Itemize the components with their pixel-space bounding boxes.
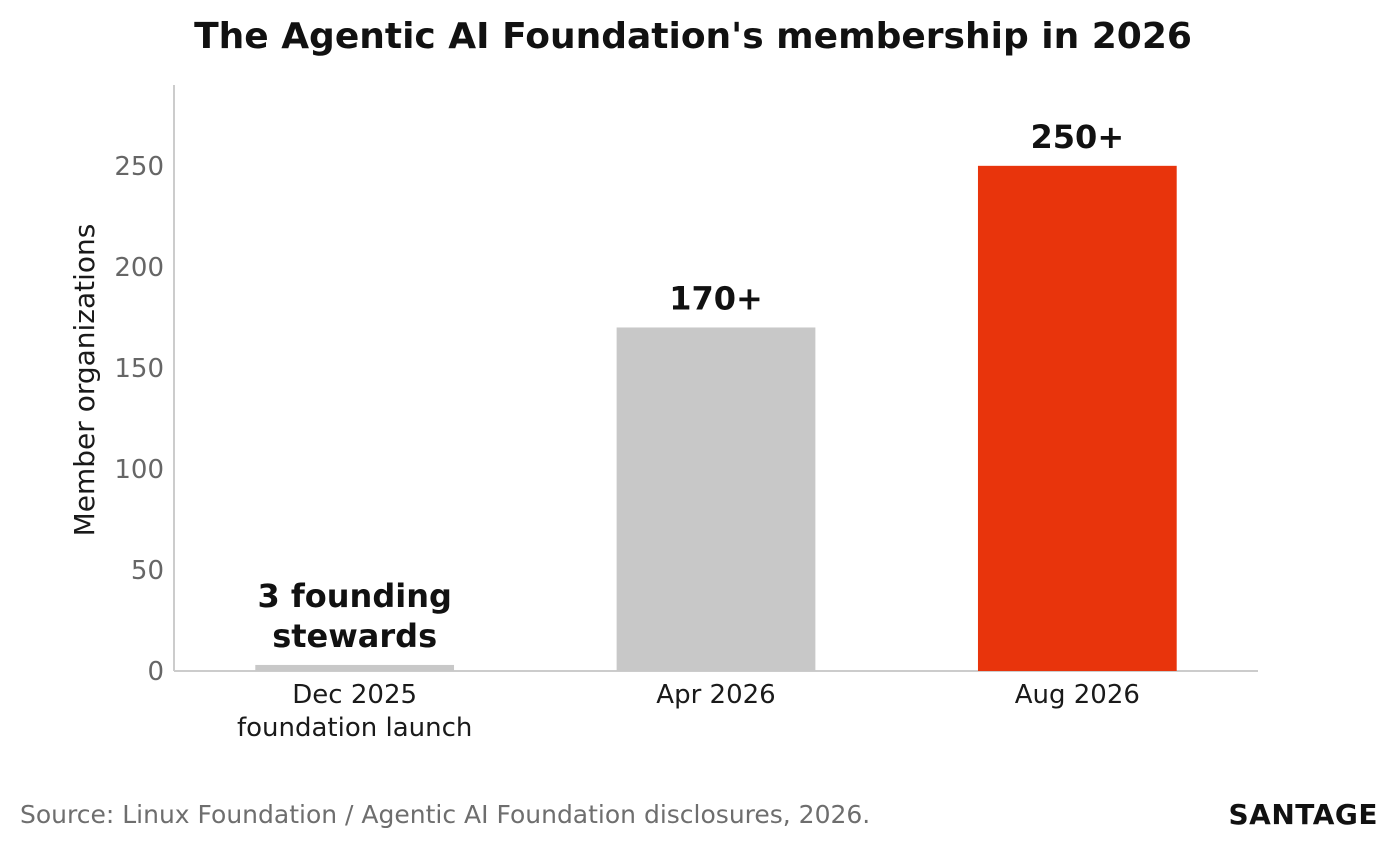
data-label-line: 250+ [1031, 118, 1125, 156]
x-tick-label-line: Aug 2026 [1015, 680, 1140, 710]
data-labels: 3 founding stewards 170+ 250+ [257, 118, 1124, 655]
bars [255, 165, 1177, 672]
y-axis-ticks: 0 50 100 150 200 250 [114, 152, 164, 687]
brand-logo-text: SANTAGE [1228, 798, 1378, 831]
y-tick-label: 250 [114, 152, 164, 182]
x-tick-label-line: foundation launch [237, 713, 472, 743]
x-axis-ticks: Dec 2025 foundation launch Apr 2026 Aug 202… [237, 680, 1140, 743]
y-tick-label: 50 [131, 556, 164, 586]
bar [977, 165, 1177, 672]
bar [255, 664, 455, 671]
data-label: 250+ [1031, 118, 1125, 156]
chart-title: The Agentic AI Foundation's membership i… [194, 16, 1192, 57]
data-label: 3 founding stewards [257, 577, 451, 655]
bar [616, 327, 816, 671]
data-label-line: stewards [272, 617, 437, 655]
source-note: Source: Linux Foundation / Agentic AI Fo… [20, 800, 871, 829]
y-tick-label: 150 [114, 354, 164, 384]
x-tick-label-line: Apr 2026 [656, 680, 775, 710]
x-tick-label: Aug 2026 [1015, 680, 1140, 710]
bar-chart: The Agentic AI Foundation's membership i… [68, 16, 1258, 743]
x-tick-label: Dec 2025 foundation launch [237, 680, 472, 743]
data-label-line: 170+ [669, 279, 763, 317]
y-axis-label: Member organizations [68, 224, 101, 537]
y-tick-label: 0 [147, 657, 164, 687]
x-tick-label: Apr 2026 [656, 680, 775, 710]
y-tick-label: 100 [114, 455, 164, 485]
y-tick-label: 200 [114, 253, 164, 283]
data-label-line: 3 founding [257, 577, 451, 615]
data-label: 170+ [669, 279, 763, 317]
x-tick-label-line: Dec 2025 [292, 680, 417, 710]
